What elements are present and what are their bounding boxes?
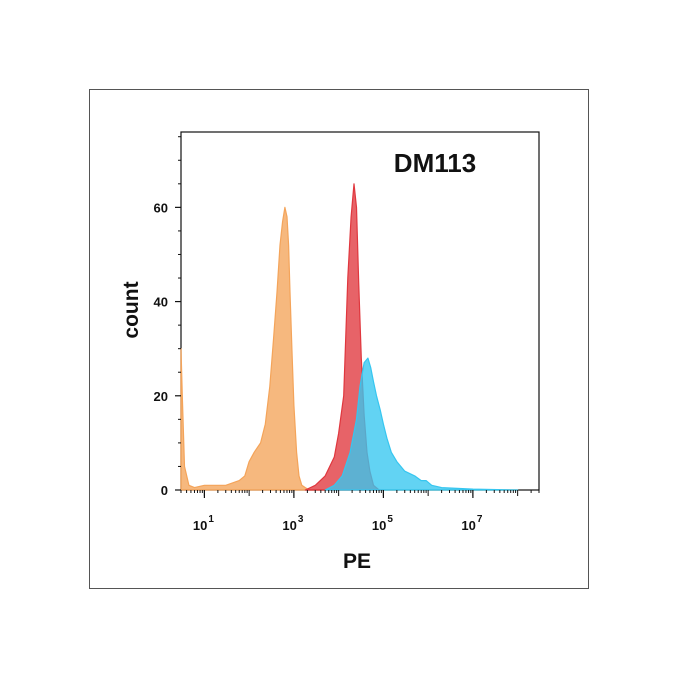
x-tick-exponent: 1 xyxy=(208,514,214,525)
series-area-1 xyxy=(180,206,519,491)
x-tick-label: 10 xyxy=(193,518,207,533)
x-tick-label: 10 xyxy=(372,518,386,533)
chart-title: DM113 xyxy=(394,148,476,178)
x-tick-exponent: 5 xyxy=(387,514,393,525)
x-tick-label: 10 xyxy=(461,518,475,533)
x-tick-label: 10 xyxy=(282,518,296,533)
series-area-3 xyxy=(324,357,519,491)
y-tick-label: 20 xyxy=(154,389,168,404)
y-tick-label: 0 xyxy=(161,483,168,498)
y-tick-label: 60 xyxy=(154,200,168,215)
x-tick-exponent: 7 xyxy=(477,514,483,525)
series-layer xyxy=(180,183,519,491)
y-axis-label: count xyxy=(120,281,143,338)
x-tick-exponent: 3 xyxy=(298,514,304,525)
y-tick-label: 40 xyxy=(154,295,168,310)
x-axis-label: PE xyxy=(343,550,371,573)
